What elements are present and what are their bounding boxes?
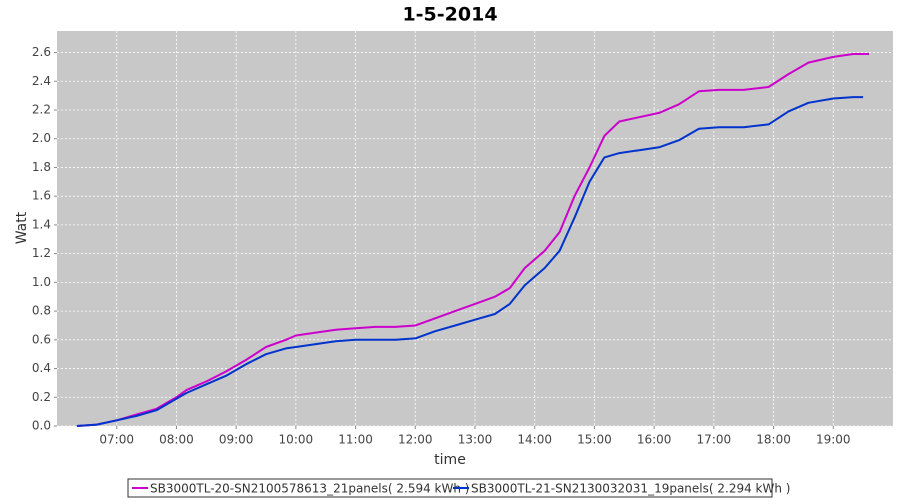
- y-tick-label: 2.2: [32, 103, 51, 117]
- x-tick-label: 07:00: [99, 433, 134, 447]
- legend: [127, 478, 773, 498]
- x-tick-label: 13:00: [458, 433, 493, 447]
- legend-label: SB3000TL-20-SN2100578613_21panels( 2.594…: [150, 482, 469, 496]
- legend-label: SB3000TL-21-SN2130032031_19panels( 2.294…: [471, 482, 790, 496]
- y-tick-label: 1.4: [32, 217, 51, 231]
- y-tick-label: 2.6: [32, 45, 51, 59]
- x-tick-label: 11:00: [338, 433, 373, 447]
- y-tick-label: 1.8: [32, 160, 51, 174]
- chart-title: 1-5-2014: [402, 4, 497, 26]
- series-line: [76, 96, 864, 427]
- y-tick-label: 1.6: [32, 189, 51, 203]
- x-tick-label: 15:00: [577, 433, 612, 447]
- x-tick-label: 17:00: [697, 433, 732, 447]
- x-tick-label: 08:00: [159, 433, 194, 447]
- y-axis-label: Watt: [14, 211, 30, 244]
- y-tick-label: 0.6: [32, 332, 51, 346]
- y-tick-label: 1.2: [32, 246, 51, 260]
- y-tick-label: 0.8: [32, 304, 51, 318]
- y-tick-label: 0.0: [32, 419, 51, 433]
- x-tick-label: 09:00: [219, 433, 254, 447]
- y-tick-label: 0.2: [32, 390, 51, 404]
- x-tick-label: 12:00: [398, 433, 433, 447]
- y-tick-label: 2.4: [32, 74, 51, 88]
- x-tick-label: 14:00: [517, 433, 552, 447]
- x-tick-label: 18:00: [756, 433, 791, 447]
- x-tick-label: 10:00: [279, 433, 314, 447]
- series-line: [76, 53, 870, 427]
- y-tick-label: 2.0: [32, 131, 51, 145]
- x-tick-label: 19:00: [816, 433, 851, 447]
- y-tick-label: 1.0: [32, 275, 51, 289]
- x-axis-label: time: [434, 452, 466, 468]
- x-tick-label: 16:00: [637, 433, 672, 447]
- y-tick-label: 0.4: [32, 361, 51, 375]
